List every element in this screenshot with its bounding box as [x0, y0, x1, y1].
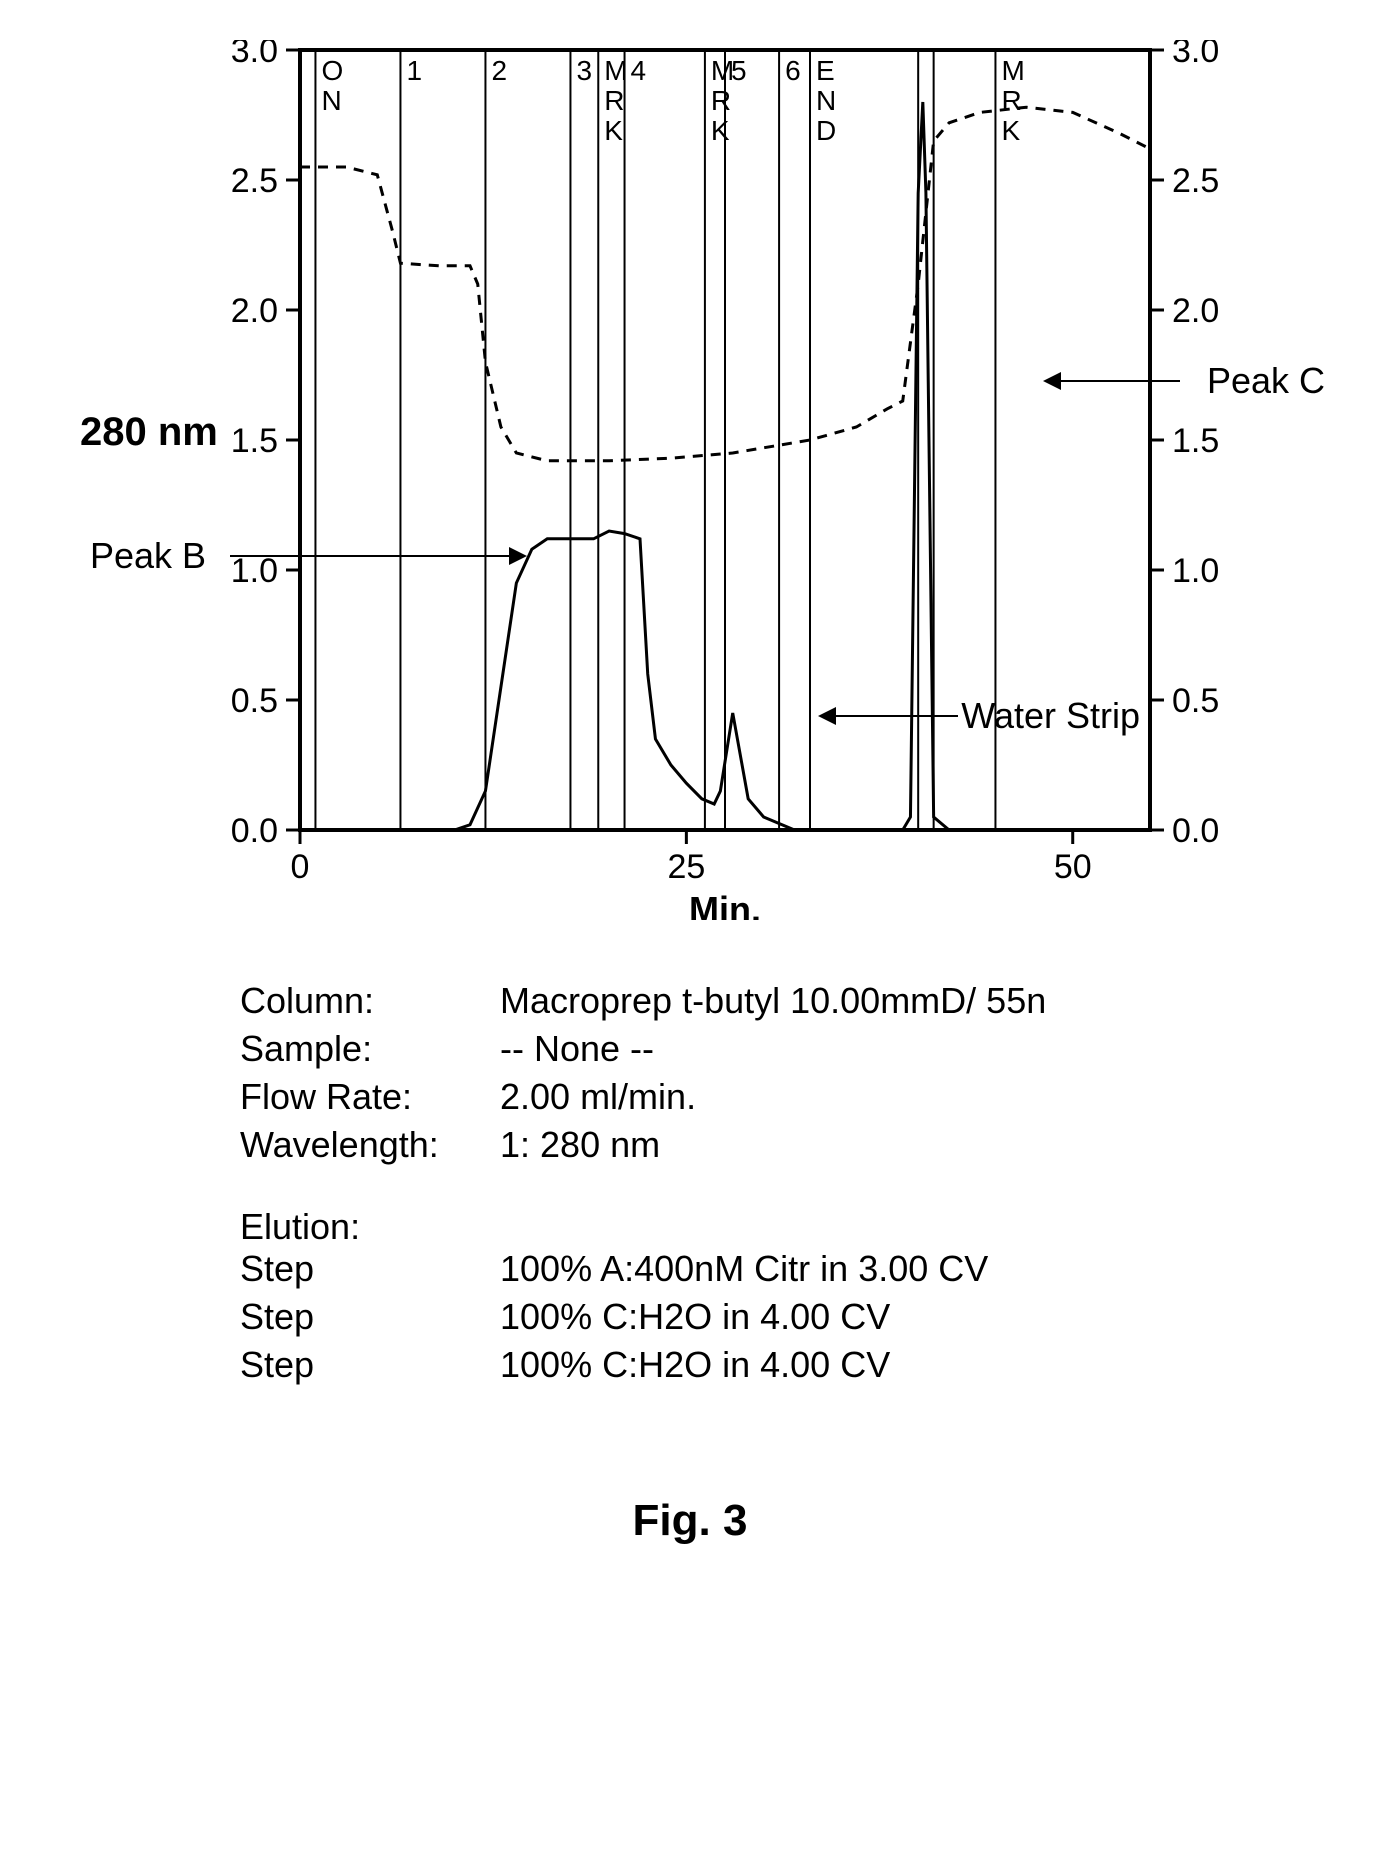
svg-text:D: D: [816, 115, 836, 146]
elution-step: Step100% C:H2O in 4.00 CV: [240, 1344, 1140, 1386]
peak-c-annotation: Peak C: [1207, 360, 1325, 402]
svg-text:3.0: 3.0: [1172, 40, 1219, 70]
svg-text:2.0: 2.0: [1172, 292, 1219, 330]
peak-b-annotation: Peak B: [90, 535, 206, 577]
y-axis-title: 280 nm: [80, 410, 218, 455]
meta-column: Column: Macroprep t-butyl 10.00mmD/ 55n: [240, 980, 1140, 1022]
elution-step: Step100% C:H2O in 4.00 CV: [240, 1296, 1140, 1338]
svg-text:2.5: 2.5: [1172, 162, 1219, 200]
elution-title: Elution:: [240, 1206, 1140, 1248]
svg-text:0.0: 0.0: [1172, 812, 1219, 850]
peak-c-arrow: [1045, 380, 1180, 382]
water-strip-annotation: Water Strip: [961, 695, 1140, 737]
elution-step: Step100% A:400nM Citr in 3.00 CV: [240, 1248, 1140, 1290]
elution-block: Elution: Step100% A:400nM Citr in 3.00 C…: [240, 1206, 1140, 1386]
svg-text:N: N: [816, 85, 836, 116]
meta-wavelength: Wavelength: 1: 280 nm: [240, 1124, 1140, 1166]
metadata-block: Column: Macroprep t-butyl 10.00mmD/ 55n …: [240, 980, 1140, 1386]
meta-flowrate: Flow Rate: 2.00 ml/min.: [240, 1076, 1140, 1118]
svg-text:25: 25: [667, 848, 705, 886]
svg-text:2.5: 2.5: [231, 162, 278, 200]
figure-caption: Fig. 3: [30, 1496, 1350, 1546]
svg-text:0.5: 0.5: [231, 682, 278, 720]
svg-text:3.0: 3.0: [231, 40, 278, 70]
svg-text:2: 2: [491, 55, 507, 86]
svg-text:1.5: 1.5: [231, 422, 278, 460]
svg-text:1: 1: [406, 55, 422, 86]
svg-text:2.0: 2.0: [231, 292, 278, 330]
svg-text:50: 50: [1054, 848, 1092, 886]
water-strip-arrow: [820, 715, 958, 717]
svg-text:K: K: [1001, 115, 1020, 146]
svg-text:0.0: 0.0: [231, 812, 278, 850]
svg-text:N: N: [321, 85, 341, 116]
svg-text:K: K: [604, 115, 623, 146]
svg-text:R: R: [711, 85, 731, 116]
meta-sample: Sample: -- None --: [240, 1028, 1140, 1070]
svg-text:3: 3: [576, 55, 592, 86]
svg-text:R: R: [1001, 85, 1021, 116]
svg-text:R: R: [604, 85, 624, 116]
svg-text:0: 0: [291, 848, 310, 886]
svg-text:5: 5: [731, 55, 747, 86]
svg-text:K: K: [711, 115, 730, 146]
svg-text:Min.: Min.: [689, 889, 761, 920]
svg-text:1.5: 1.5: [1172, 422, 1219, 460]
svg-text:M: M: [1001, 55, 1024, 86]
chart-container: 280 nm Peak B Peak C Water Strip 0.00.51…: [90, 40, 1290, 920]
svg-text:O: O: [321, 55, 343, 86]
peak-b-arrow: [230, 555, 525, 557]
chromatogram-chart: 0.0 0.5 1.0 1.5 2.0 2.5 3.0 0.0 0.5 1.0 1.5 2.0 2.5 3…: [90, 40, 1290, 920]
svg-text:1.0: 1.0: [1172, 552, 1219, 590]
svg-text:1.0: 1.0: [231, 552, 278, 590]
svg-text:4: 4: [631, 55, 647, 86]
svg-text:0.5: 0.5: [1172, 682, 1219, 720]
svg-text:6: 6: [785, 55, 801, 86]
svg-text:E: E: [816, 55, 835, 86]
